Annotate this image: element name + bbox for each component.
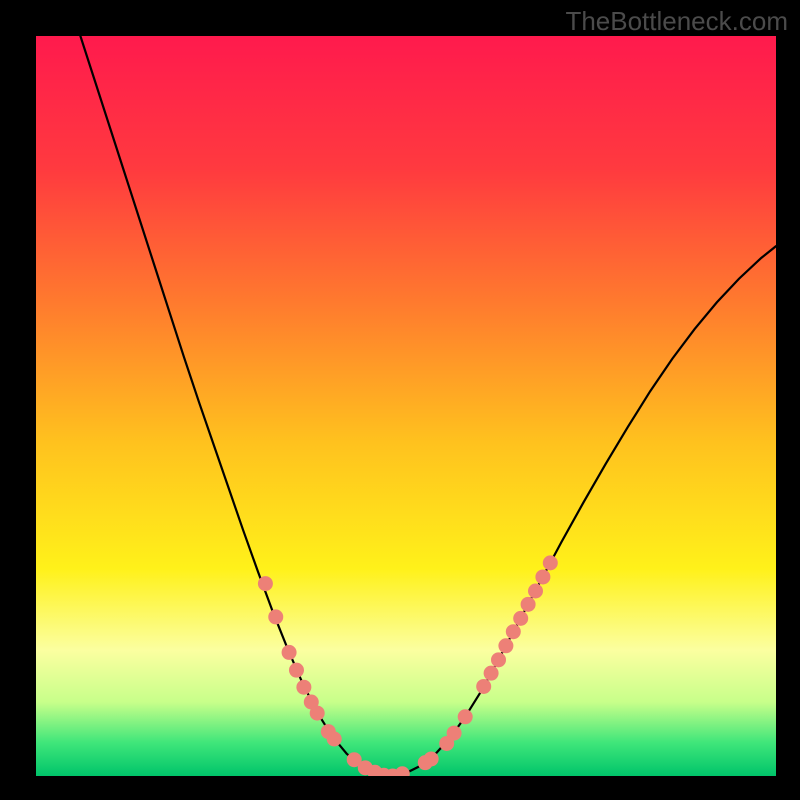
marker-point: [476, 679, 491, 694]
marker-point: [327, 732, 342, 747]
stage: TheBottleneck.com: [0, 0, 800, 800]
marker-point: [447, 726, 462, 741]
marker-point: [506, 624, 521, 639]
marker-point: [289, 663, 304, 678]
marker-point: [458, 709, 473, 724]
marker-point: [535, 569, 550, 584]
marker-point: [310, 706, 325, 721]
marker-point: [513, 611, 528, 626]
marker-point: [498, 638, 513, 653]
marker-point: [491, 652, 506, 667]
marker-point: [282, 645, 297, 660]
marker-point: [528, 584, 543, 599]
marker-point: [484, 666, 499, 681]
marker-point: [268, 609, 283, 624]
plot-svg: [36, 36, 776, 776]
marker-point: [521, 597, 536, 612]
plot-background: [36, 36, 776, 776]
watermark-text: TheBottleneck.com: [565, 6, 788, 37]
plot-area: [36, 36, 776, 776]
marker-point: [296, 680, 311, 695]
marker-point: [543, 555, 558, 570]
marker-point: [258, 576, 273, 591]
marker-point: [424, 751, 439, 766]
